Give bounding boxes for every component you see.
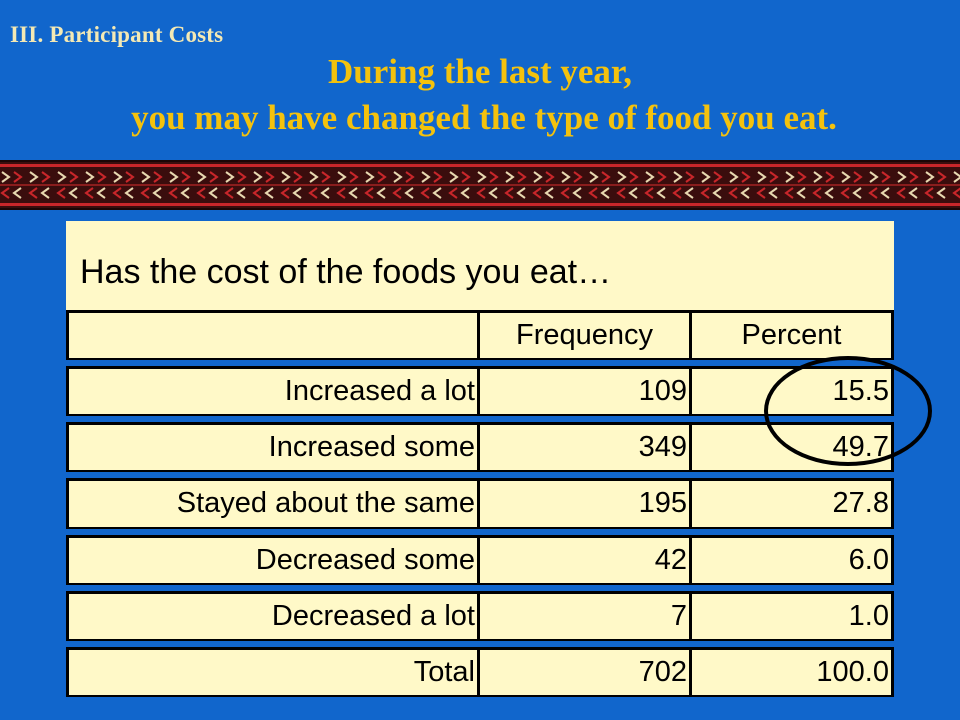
- table-header-percent: Percent: [692, 310, 894, 361]
- table-header-label: [66, 310, 480, 361]
- row-percent: 27.8: [692, 478, 894, 529]
- row-label: Stayed about the same: [66, 478, 480, 529]
- row-label: Increased some: [66, 422, 480, 473]
- row-label: Decreased some: [66, 534, 480, 585]
- table-title: Has the cost of the foods you eat…: [80, 253, 612, 291]
- heading-line-1: During the last year,: [328, 52, 632, 91]
- total-percent: 100.0: [692, 646, 894, 697]
- row-frequency: 42: [480, 534, 692, 585]
- row-percent: 49.7: [692, 422, 894, 473]
- row-frequency: 195: [480, 478, 692, 529]
- decorative-woven-band: [0, 160, 960, 210]
- row-percent: 6.0: [692, 534, 894, 585]
- total-frequency: 702: [480, 646, 692, 697]
- heading-line-2: you may have changed the type of food yo…: [131, 98, 837, 137]
- section-label: III. Participant Costs: [10, 22, 224, 47]
- table-header-frequency: Frequency: [480, 310, 692, 361]
- table-panel: Has the cost of the foods you eat… Frequ…: [66, 221, 894, 697]
- row-percent: 1.0: [692, 590, 894, 641]
- row-label: Decreased a lot: [66, 590, 480, 641]
- row-label: Increased a lot: [66, 366, 480, 417]
- row-frequency: 109: [480, 366, 692, 417]
- row-frequency: 7: [480, 590, 692, 641]
- row-frequency: 349: [480, 422, 692, 473]
- row-percent: 15.5: [692, 366, 894, 417]
- frequency-table: Frequency Percent Increased a lot 109 15…: [66, 310, 894, 697]
- total-label: Total: [66, 646, 480, 697]
